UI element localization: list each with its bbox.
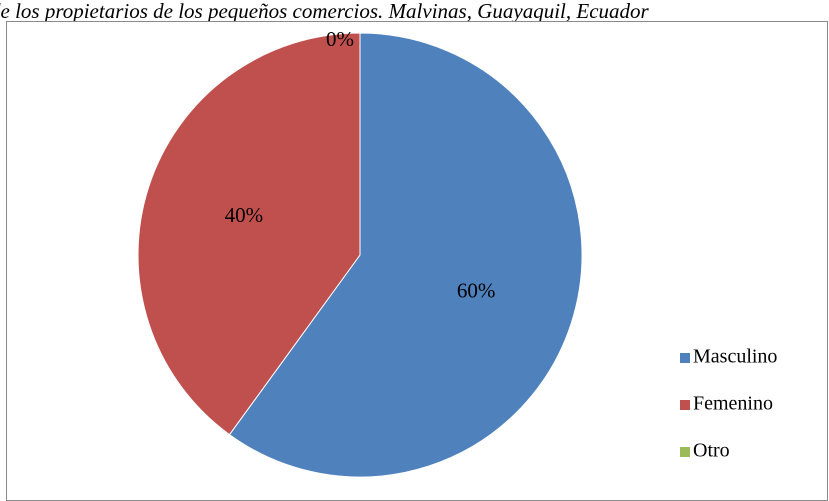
legend-label-femenino: Femenino: [693, 393, 773, 415]
figure-caption: de los propietarios de los pequeños come…: [0, 0, 649, 22]
data-label-masculino: 60%: [457, 279, 496, 303]
pie-slices: [137, 32, 583, 478]
data-label-femenino: 40%: [225, 203, 264, 227]
chart-legend: Masculino Femenino Otro: [680, 346, 777, 462]
pie-data-labels: 60% 40% 0%: [225, 27, 496, 303]
legend-label-otro: Otro: [693, 440, 730, 462]
pie-slice-femenino: [137, 32, 361, 436]
pie-slice-masculino: [228, 32, 583, 478]
legend-swatch-masculino: [680, 353, 690, 363]
data-label-otro: 0%: [326, 27, 354, 51]
legend-label-masculino: Masculino: [693, 346, 777, 368]
legend-swatch-otro: [680, 447, 690, 457]
legend-swatch-femenino: [680, 400, 690, 410]
